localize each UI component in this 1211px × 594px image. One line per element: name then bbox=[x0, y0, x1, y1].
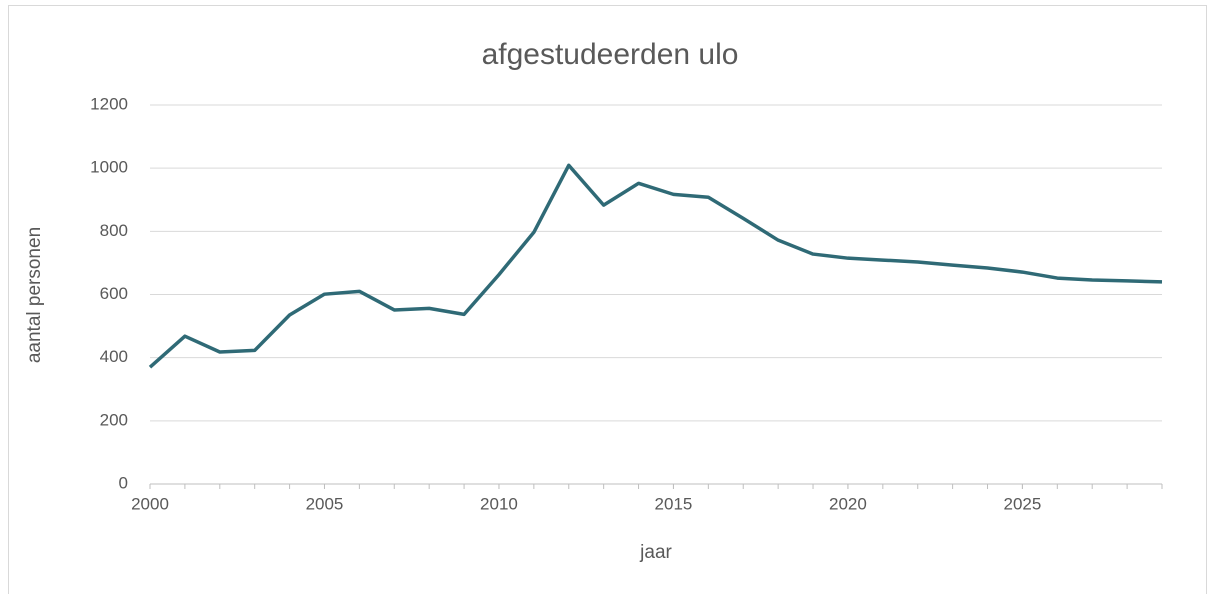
x-tick-label: 2015 bbox=[655, 494, 693, 513]
y-tick-label: 1200 bbox=[90, 94, 128, 113]
x-axis-label: jaar bbox=[639, 542, 672, 563]
y-tick-label: 200 bbox=[100, 410, 128, 429]
y-tick-label: 800 bbox=[100, 221, 128, 240]
x-tick-label: 2025 bbox=[1003, 494, 1041, 513]
y-tick-label: 400 bbox=[100, 347, 128, 366]
y-axis-label: aantal personen bbox=[24, 227, 45, 363]
y-tick-label: 1000 bbox=[90, 158, 128, 177]
chart-title: afgestudeerden ulo bbox=[482, 38, 739, 71]
line-series bbox=[148, 163, 1163, 369]
chart-border bbox=[8, 5, 1207, 594]
x-tick-label: 2000 bbox=[131, 494, 169, 513]
x-tick-label: 2005 bbox=[306, 494, 344, 513]
y-tick-label: 600 bbox=[100, 284, 128, 303]
x-tick-label: 2020 bbox=[829, 494, 867, 513]
x-tick-label: 2010 bbox=[480, 494, 518, 513]
y-tick-label: 0 bbox=[119, 473, 128, 492]
